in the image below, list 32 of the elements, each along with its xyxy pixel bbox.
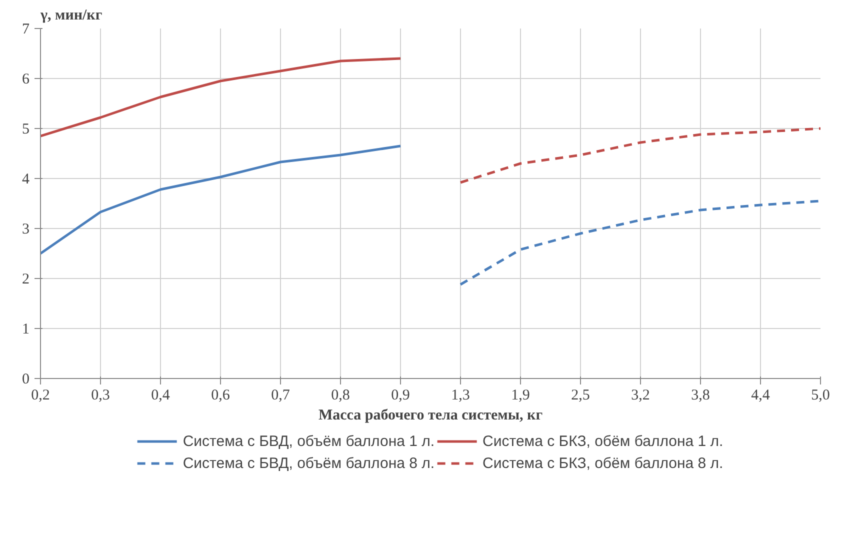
legend-label: Система с БВД, объём баллона 8 л. [182, 454, 435, 472]
x-tick-label: 5,0 [811, 388, 830, 404]
x-tick-label: 0,6 [211, 388, 230, 404]
y-tick-label: 0 [22, 372, 30, 388]
x-tick-label: 0,9 [391, 388, 410, 404]
x-tick-label: 3,2 [631, 388, 650, 404]
x-tick-label: 1,9 [511, 388, 530, 404]
line-series [40, 57, 402, 138]
legend-label: Система с БКЗ, обём баллона 8 л. [482, 454, 724, 472]
legend-label: Система с БКЗ, обём баллона 1 л. [482, 432, 724, 450]
x-tick-label: 3,8 [691, 388, 710, 404]
legend-label: Система с БВД, объём баллона 1 л. [182, 432, 435, 450]
x-tick-label: 4,4 [751, 388, 770, 404]
x-tick-label: 1,3 [451, 388, 470, 404]
x-tick-label: 0,3 [91, 388, 110, 404]
x-tick-label: 0,4 [151, 388, 170, 404]
y-tick-label: 2 [22, 272, 30, 288]
x-tick-label: 0,8 [331, 388, 350, 404]
line-series [459, 200, 820, 286]
y-tick-label: 6 [22, 72, 30, 88]
y-tick-label: 4 [22, 172, 30, 188]
y-tick-label: 1 [22, 322, 30, 338]
x-tick-label: 2,5 [571, 388, 590, 404]
x-axis-title: Масса рабочего тела системы, кг [318, 408, 543, 424]
y-tick-label: 7 [22, 22, 30, 38]
y-tick-label: 5 [22, 122, 30, 138]
x-tick-label: 0,2 [31, 388, 50, 404]
line-series [40, 144, 402, 255]
y-axis-title: γ, мин/кг [40, 8, 102, 24]
y-tick-label: 3 [22, 222, 30, 238]
x-tick-label: 0,7 [271, 388, 290, 404]
line-series [459, 127, 820, 184]
